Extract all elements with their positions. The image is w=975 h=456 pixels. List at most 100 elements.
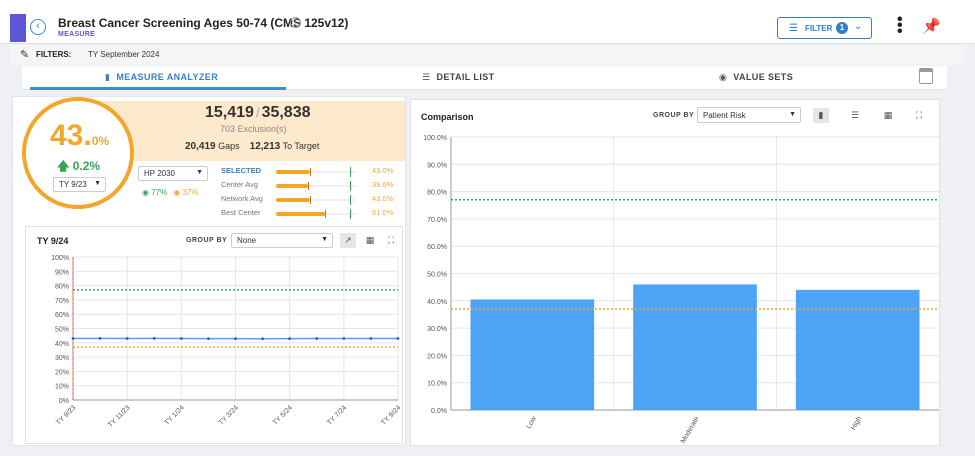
globe-icon: ◉ [719,72,728,82]
trend-group-by-select[interactable]: None ▼ [231,233,333,248]
tab-detail-list[interactable]: ☰ DETAIL LIST [422,72,495,83]
comparison-row-label: Network Avg [221,194,263,203]
y-tick-label: 50.0% [427,272,447,279]
delta-value: 0.2% [72,159,101,173]
x-tick-label: TY 3/24 [218,404,240,426]
bar [470,299,595,410]
info-icon[interactable]: i [290,17,301,28]
y-tick-label: 40.0% [427,299,447,306]
y-tick-label: 90% [55,269,69,276]
filter-button[interactable]: ☰ FILTER 1 ⌄ [777,17,872,39]
green-target: ◉ 77% [142,188,167,197]
comparison-group-by-label: GROUP BY [653,112,695,119]
comparison-row-track [276,167,356,177]
exclusions-label: Exclusion(s) [237,124,287,134]
data-point [71,337,75,340]
back-arrow-icon[interactable]: ‹ [30,19,46,35]
horizontal-bar-icon[interactable]: ☰ [850,110,860,120]
to-target-label: To Target [282,141,320,151]
table-icon[interactable]: ▦ [365,235,375,245]
expand-icon[interactable]: ⛶ [387,235,395,245]
exclusions[interactable]: 703 Exclusion(s) [220,124,287,134]
y-tick-label: 70.0% [427,217,447,224]
tab-measure-analyzer[interactable]: ▮ MEASURE ANALYZER [105,72,218,83]
sidebar-toggle[interactable] [10,14,26,42]
numerator: 15,419 [205,104,254,121]
data-point [152,336,156,340]
x-tick-label: Moderate [680,415,701,444]
comparison-row-track [276,195,356,205]
y-tick-label: 20.0% [427,353,447,360]
target-green-icon: ◉ [142,188,149,197]
x-tick-label: TY 1/24 [164,404,186,426]
chevron-down-icon: ▼ [321,236,328,243]
trend-group-by-label: GROUP BY [186,237,228,244]
period-select[interactable]: TY 9/23 ▼ [53,177,106,192]
tab-label: MEASURE ANALYZER [116,72,219,82]
y-tick-label: 60.0% [427,244,447,251]
comparison-group-by-value: Patient Risk [703,111,746,120]
y-tick-label: 50% [55,327,69,334]
tab-label: DETAIL LIST [436,72,495,82]
chevron-down-icon: ▼ [196,169,203,176]
target-orange-icon: ◉ [173,188,181,197]
comparison-row-value: 61.0% [372,208,394,217]
rate-circle: 43.0% 🡅 0.2% TY 9/23 ▼ [22,97,134,209]
comparison-group-by-select[interactable]: Patient Risk ▼ [697,107,801,123]
comparison-row-value: 43.0% [372,166,394,175]
comparison-row-target-tick [349,209,351,219]
data-point [288,337,292,341]
to-target-value: 12,213 [249,141,281,152]
x-tick-label: TY 5/24 [272,404,294,426]
header-bar: ‹ Breast Cancer Screening Ages 50-74 (CM… [0,0,975,44]
comparison-row-track [276,181,356,191]
y-tick-label: 0% [59,398,69,405]
filters-bar: ✎ FILTERS: TY September 2024 [10,45,965,65]
comparison-row-label: Center Avg [221,180,258,189]
comparison-row-fill [276,212,325,216]
filter-count-badge: 1 [836,22,848,34]
expand-icon[interactable]: ⛶ [915,110,923,120]
target-values: ◉ 77% ◉ 37% [142,188,198,197]
trend-chart: 0% 10% 20% 30% 40% 50% 60% 70% 80% 90% 100% TY 9/23… [51,255,402,429]
y-tick-label: 80.0% [427,190,447,197]
x-tick-label: TY 9/24 [380,404,402,426]
more-options-icon[interactable]: • • • [897,11,903,40]
bar-chart-icon: ▮ [105,72,111,82]
separator: / [255,105,260,120]
calendar-icon[interactable] [919,68,933,84]
comparison-title: Comparison [421,112,474,122]
pin-icon[interactable]: 📌 [922,18,941,35]
bar-chart-icon[interactable]: ▮ [813,108,829,123]
comparison-row-track [276,209,356,219]
x-tick-label: High [850,415,863,431]
comparison-row-value: 39.6% [372,180,394,189]
benchmark-select[interactable]: HP 2030 ▼ [138,166,208,181]
trend-title: TY 9/24 [37,236,69,246]
line-chart-icon[interactable]: ↗ [340,233,356,248]
target-green-value: 77% [151,188,168,197]
active-tab-indicator [30,87,286,90]
y-tick-label: 80% [55,284,69,291]
denominator: 35,838 [261,104,311,121]
rate-main: 43. [50,119,92,152]
gaps-value: 20,419 [185,141,216,152]
x-tick-label: TY 11/23 [107,404,132,429]
arrow-up-icon: 🡅 [57,159,70,173]
chevron-down-icon: ⌄ [854,21,863,32]
x-tick-label: Low [526,415,539,430]
x-tick-label: TY 9/23 [55,404,77,426]
numerator-denominator: 15,419/35,838 [205,104,311,122]
y-tick-label: 30% [55,355,69,362]
edit-icon[interactable]: ✎ [20,49,30,61]
data-point [396,337,400,340]
tab-value-sets[interactable]: ◉ VALUE SETS [719,72,793,83]
chevron-down-icon: ▼ [789,111,796,118]
tab-bar: ▮ MEASURE ANALYZER ☰ DETAIL LIST ◉ VALUE SE… [22,66,947,90]
comparison-row-fill [276,198,311,202]
y-tick-label: 10% [55,384,69,391]
period-select-value: TY 9/23 [59,180,87,189]
exclusions-value: 703 [220,124,236,134]
target-orange-value: 37% [182,188,199,197]
table-icon[interactable]: ▦ [883,110,893,120]
